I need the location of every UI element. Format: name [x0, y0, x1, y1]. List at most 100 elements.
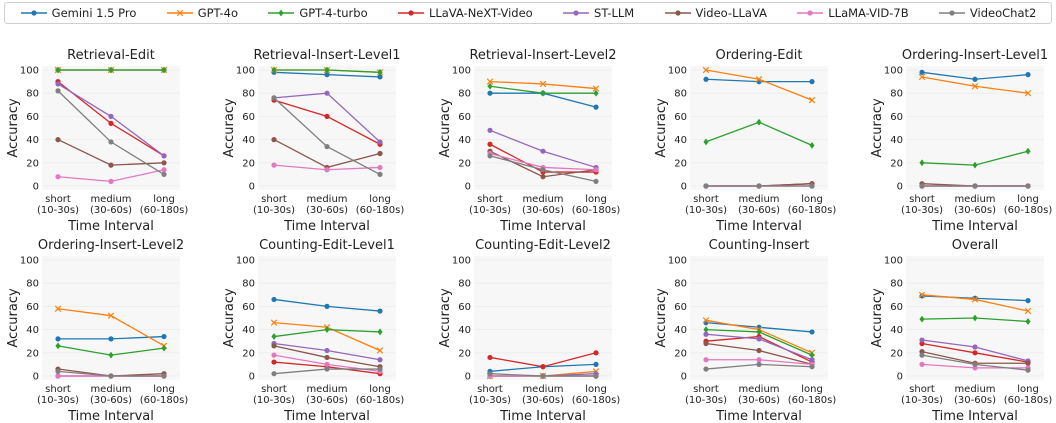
subplot-retrieval-edit: Retrieval-Edit 0 20 40 60 80 100 short (10-30s) m… [6, 48, 188, 234]
point-gpt-4-turbo-1 [324, 326, 330, 333]
point-gemini-1-5-pro-0 [487, 90, 493, 96]
point-gpt-4o-0 [270, 319, 278, 326]
x-tick-line: long [801, 194, 823, 205]
y-tick-label: 60 [26, 112, 39, 123]
point-gpt-4-turbo-0 [703, 326, 709, 333]
x-tick-label: long (60-180s) [140, 384, 189, 406]
x-tick-line: (30-60s) [306, 395, 348, 406]
x-tick-line: (10-30s) [37, 205, 79, 216]
x-tick-line: long [585, 194, 607, 205]
x-tick-line: (30-60s) [522, 395, 564, 406]
y-tick-label: 40 [458, 325, 471, 336]
y-tick-label: 20 [890, 158, 903, 169]
subplot-title: Counting-Insert [709, 238, 810, 253]
point-gpt-4o-2 [592, 85, 600, 92]
y-tick-label: 20 [890, 348, 903, 359]
point-llava-next-video-0 [487, 354, 493, 361]
legend-label: Video-LLaVA [695, 6, 767, 20]
point-gpt-4-turbo-0 [55, 66, 61, 74]
point-videochat2-1 [972, 183, 978, 189]
series-videochat2 [487, 371, 599, 379]
point-gemini-1-5-pro-2 [593, 104, 599, 110]
x-tick-label: medium (30-60s) [306, 194, 348, 216]
x-tick-line: (10-30s) [253, 395, 295, 406]
point-videochat2-2 [161, 171, 167, 177]
y-tick-label: 20 [26, 158, 39, 169]
point-gpt-4-turbo-1 [324, 66, 330, 74]
point-gpt-4-turbo-1 [540, 89, 546, 97]
y-tick-label: 60 [458, 302, 471, 313]
series-gpt-4o [702, 66, 816, 104]
y-tick-label: 0 [897, 182, 903, 193]
legend-item-gpt-4-turbo: GPT-4-turbo [267, 6, 368, 20]
x-tick-label: short (10-30s) [253, 194, 295, 216]
subplot-title: Counting-Edit-Level2 [475, 238, 611, 253]
y-tick-label: 100 [236, 256, 255, 267]
y-tick-label: 0 [249, 372, 255, 383]
point-gpt-4-turbo-2 [377, 328, 383, 336]
series-videochat2 [271, 366, 383, 377]
point-videochat2-0 [703, 183, 709, 189]
point-gpt-4o-1 [755, 76, 763, 83]
point-gpt-4o-1 [107, 312, 115, 319]
legend-label: LLaVA-NeXT-Video [428, 6, 533, 20]
point-gemini-1-5-pro-2 [809, 329, 815, 335]
x-tick-label: long (60-180s) [1004, 384, 1053, 406]
x-tick-label: medium (30-60s) [522, 384, 564, 406]
point-gpt-4-turbo-1 [108, 351, 114, 359]
point-llava-next-video-1 [540, 364, 546, 370]
x-tick-line: long [1017, 384, 1039, 395]
y-tick-label: 40 [242, 135, 255, 146]
x-tick-label: short (10-30s) [37, 384, 79, 406]
series-gpt-4-turbo [271, 66, 383, 76]
x-tick-label: short (10-30s) [37, 194, 79, 216]
x-tick-label: long (60-180s) [788, 384, 837, 406]
point-gpt-4o-2 [808, 96, 816, 104]
x-axis-label: Time Interval [283, 219, 370, 234]
x-tick-line: (60-180s) [356, 395, 405, 406]
point-gemini-1-5-pro-legend [31, 10, 37, 16]
point-llama-vid-7b-1 [324, 361, 330, 367]
point-gpt-4-turbo-0 [919, 315, 925, 323]
x-tick-line: (60-180s) [788, 395, 837, 406]
point-gemini-1-5-pro-2 [377, 74, 383, 80]
series-llava-next-video [487, 350, 599, 370]
plot-area [906, 66, 1044, 190]
x-tick-label: long (60-180s) [356, 194, 405, 216]
x-tick-line: long [153, 194, 175, 205]
y-tick-label: 20 [674, 158, 687, 169]
point-videochat2-0 [271, 371, 277, 377]
x-tick-label: medium (30-60s) [738, 194, 780, 216]
series-gpt-4-turbo [703, 118, 815, 149]
point-gpt-4-turbo-0 [919, 159, 925, 167]
x-tick-line: long [801, 384, 823, 395]
legend-item-gemini-1-5-pro: Gemini 1.5 Pro [20, 6, 136, 20]
legend: Gemini 1.5 Pro GPT-4o GPT-4-turbo LLaVA-NeX… [4, 2, 1052, 24]
x-tick-line: (10-30s) [685, 395, 727, 406]
point-gpt-4-turbo-2 [809, 351, 815, 359]
point-st-llm-2 [377, 139, 383, 145]
point-video-llava-1 [756, 347, 762, 354]
x-tick-label: short (10-30s) [901, 384, 943, 406]
point-st-llm-1 [756, 336, 762, 342]
legend-item-st-llm: ST-LLM [562, 6, 634, 20]
point-gemini-1-5-pro-2 [1025, 72, 1031, 78]
x-tick-label: short (10-30s) [685, 384, 727, 406]
point-st-llm-1 [324, 90, 330, 96]
x-tick-line: short [261, 384, 287, 395]
y-tick-label: 100 [668, 256, 687, 267]
point-llava-next-video-0 [487, 141, 493, 147]
series-llama-vid-7b [271, 162, 383, 173]
point-videochat2-0 [55, 368, 61, 374]
point-videochat2-0 [55, 88, 61, 94]
legend-label: GPT-4-turbo [299, 6, 368, 20]
x-tick-label: medium (30-60s) [90, 384, 132, 406]
x-tick-line: medium [954, 384, 995, 395]
series-videochat2 [703, 361, 815, 372]
y-tick-label: 100 [452, 66, 471, 77]
point-llama-vid-7b-legend [807, 10, 813, 16]
x-tick-line: (60-180s) [788, 205, 837, 216]
point-gpt-4-turbo-legend [278, 9, 284, 17]
point-gpt-4o-1 [971, 83, 979, 90]
y-tick-label: 20 [26, 348, 39, 359]
